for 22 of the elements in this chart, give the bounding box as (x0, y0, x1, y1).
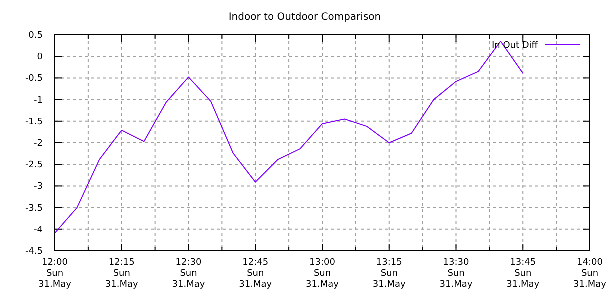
x-tick-label: 12:00 Sun 31.May (38, 258, 72, 290)
y-tick-label: -3 (34, 182, 43, 192)
y-tick-label: -4.5 (25, 247, 43, 257)
line-series (54, 40, 524, 234)
x-tick-label: 12:30 Sun 31.May (172, 258, 206, 290)
y-tick-label: 0 (37, 52, 44, 63)
x-tick-label: 13:15 Sun 31.May (372, 258, 407, 290)
y-tick-label: -2 (34, 139, 43, 149)
x-tick-label: 12:15 Sun 31.May (105, 258, 140, 290)
y-tick-label: -2.5 (25, 160, 43, 171)
x-tick-label: 12:45 Sun 31.May (239, 258, 273, 290)
x-tick-label: 13:00 Sun 31.May (306, 258, 340, 290)
y-tick-label: -4 (34, 225, 44, 236)
y-tick-label: -0.5 (25, 74, 43, 84)
y-tick-label: -3.5 (25, 204, 43, 214)
y-tick-label: -1.5 (25, 117, 43, 128)
x-tick-label: 13:45 Sun 31.May (506, 258, 540, 290)
y-tick-label: -1 (34, 96, 43, 106)
x-tick-label: 14:00 Sun 31.May (574, 258, 608, 290)
x-tick-label: 13:30 Sun 31.May (440, 258, 474, 290)
y-tick-label: 0.5 (28, 31, 43, 41)
chart-title: Indoor to Outdoor Comparison (228, 12, 382, 23)
